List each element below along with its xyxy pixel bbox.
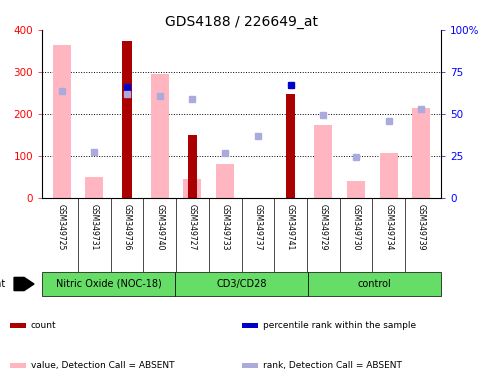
Bar — [151, 74, 169, 198]
Text: control: control — [357, 279, 391, 289]
Text: value, Detection Call = ABSENT: value, Detection Call = ABSENT — [31, 361, 174, 370]
Bar — [308, 272, 441, 296]
Bar — [286, 94, 295, 198]
Bar — [380, 152, 398, 198]
FancyArrow shape — [14, 277, 34, 291]
Text: agent: agent — [0, 279, 6, 289]
Bar — [216, 164, 234, 198]
Bar — [242, 363, 258, 368]
Bar — [85, 177, 103, 198]
Bar — [242, 323, 258, 328]
Text: GSM349730: GSM349730 — [352, 204, 360, 250]
Bar — [314, 124, 332, 198]
Text: rank, Detection Call = ABSENT: rank, Detection Call = ABSENT — [263, 361, 402, 370]
Bar — [184, 179, 201, 198]
Title: GDS4188 / 226649_at: GDS4188 / 226649_at — [165, 15, 318, 29]
Text: GSM349729: GSM349729 — [319, 204, 328, 250]
Bar — [53, 45, 71, 198]
Bar — [42, 272, 175, 296]
Bar — [347, 181, 365, 198]
Text: GSM349725: GSM349725 — [57, 204, 66, 250]
Text: GSM349741: GSM349741 — [286, 204, 295, 250]
Text: GSM349734: GSM349734 — [384, 204, 393, 250]
Text: GSM349739: GSM349739 — [417, 204, 426, 250]
Text: GSM349727: GSM349727 — [188, 204, 197, 250]
Text: Nitric Oxide (NOC-18): Nitric Oxide (NOC-18) — [56, 279, 161, 289]
Text: GSM349740: GSM349740 — [155, 204, 164, 250]
Bar — [175, 272, 308, 296]
Text: GSM349733: GSM349733 — [221, 204, 229, 250]
Bar — [188, 135, 197, 198]
Text: count: count — [31, 321, 57, 330]
Text: percentile rank within the sample: percentile rank within the sample — [263, 321, 416, 330]
Text: CD3/CD28: CD3/CD28 — [216, 279, 267, 289]
Text: GSM349737: GSM349737 — [254, 204, 262, 250]
Text: GSM349736: GSM349736 — [123, 204, 131, 250]
Bar — [123, 40, 131, 198]
Text: GSM349731: GSM349731 — [90, 204, 99, 250]
Bar — [412, 108, 430, 198]
Bar — [10, 363, 26, 368]
Bar — [10, 323, 26, 328]
